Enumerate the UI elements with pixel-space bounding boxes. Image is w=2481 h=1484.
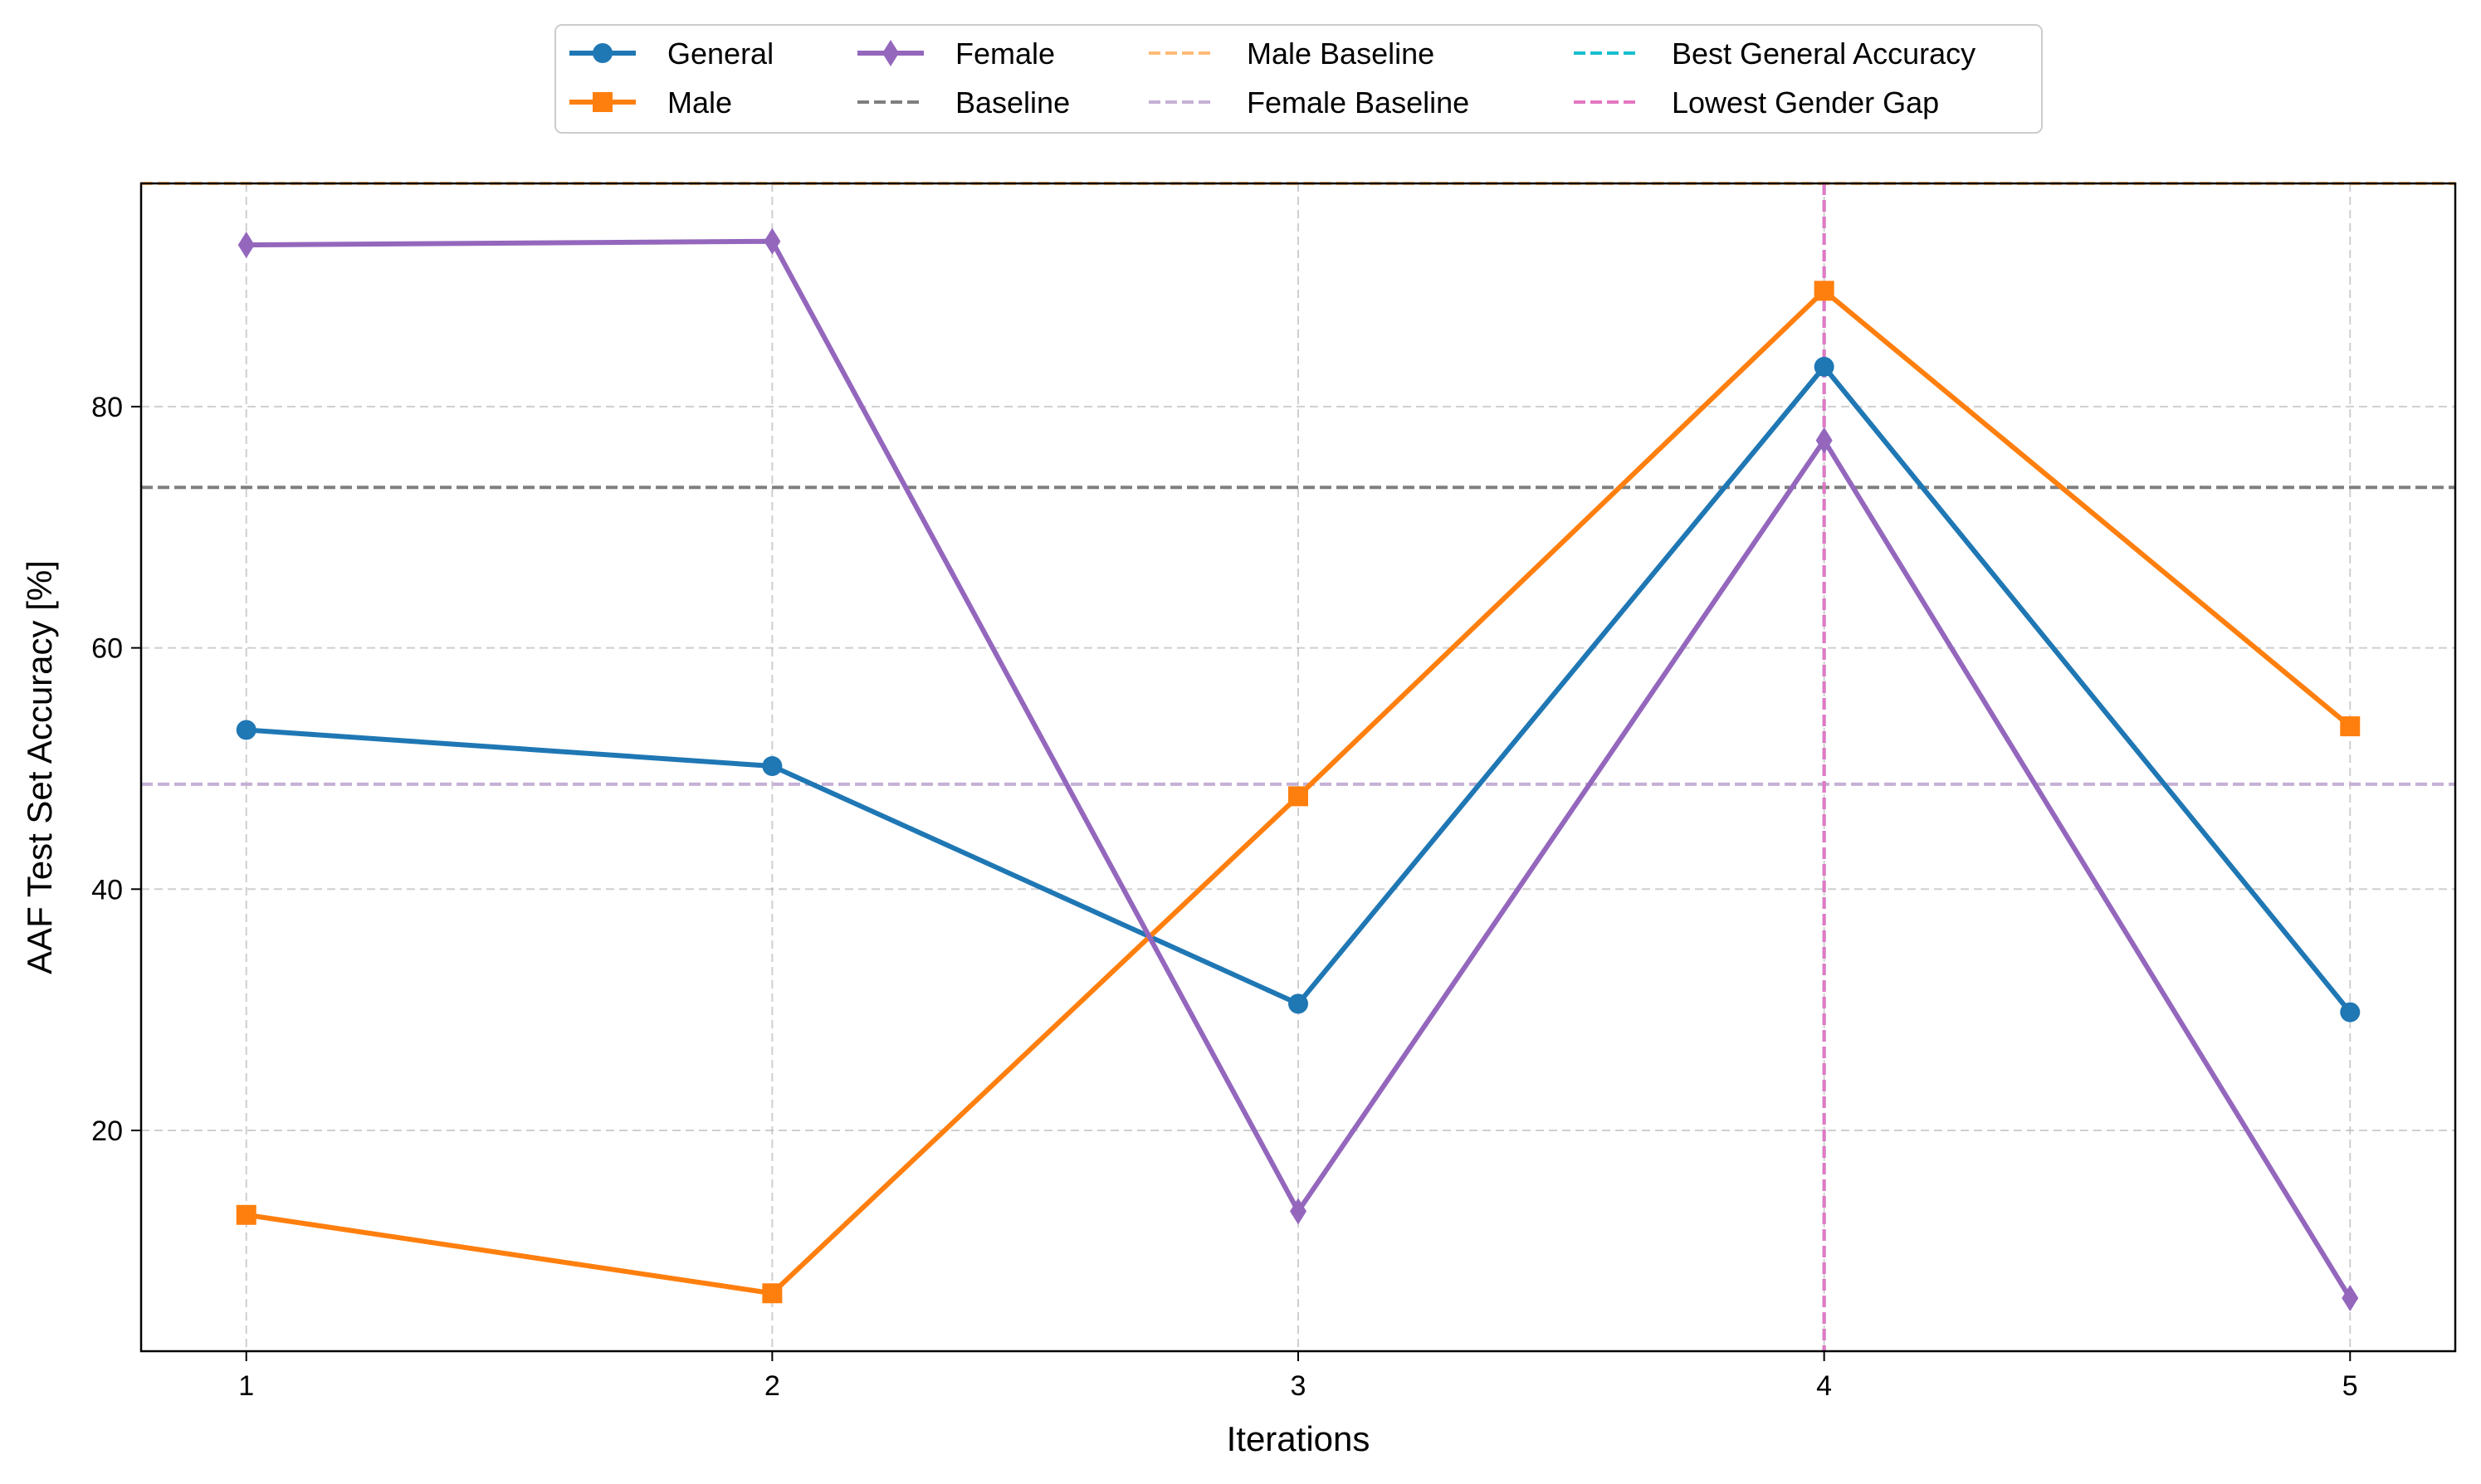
general-point — [236, 720, 256, 740]
female-point — [1815, 427, 1833, 454]
legend-label: Baseline — [955, 85, 1070, 120]
x-tick-label: 2 — [764, 1370, 780, 1402]
female-point — [764, 227, 781, 255]
legend-marker — [593, 92, 613, 112]
general-series — [236, 356, 2361, 1023]
legend-label: Female — [955, 37, 1055, 71]
y-tick-label: 60 — [91, 633, 123, 665]
x-tick-label: 1 — [238, 1370, 254, 1402]
general-point — [1814, 356, 1834, 377]
legend-label: Male Baseline — [1247, 37, 1434, 71]
y-axis-label: AAF Test Set Accuracy [%] — [20, 560, 59, 974]
legend-marker — [882, 40, 899, 66]
legend-label: Lowest Gender Gap — [1672, 85, 1939, 120]
legend-item-female: Female — [857, 37, 1055, 71]
male-series — [236, 281, 2361, 1304]
female-point — [237, 232, 255, 259]
legend-label: General — [667, 37, 774, 71]
legend: General Male Female Baseline Male Baseline Fe… — [554, 24, 2043, 134]
data-series — [236, 227, 2361, 1312]
legend-item-general: General — [569, 37, 774, 71]
legend-item-male-baseline: Male Baseline — [1149, 37, 1434, 71]
x-tick-label: 5 — [2342, 1370, 2358, 1402]
legend-item-best-general-accuracy: Best General Accuracy — [1574, 37, 1976, 71]
x-axis-label: Iterations — [1227, 1419, 1370, 1458]
female-series — [237, 227, 2359, 1312]
y-tick-label: 40 — [91, 874, 123, 906]
axes: 1 2 3 4 5 20 40 60 80 — [91, 392, 2358, 1402]
general-point — [1288, 993, 1308, 1014]
legend-label: Male — [667, 85, 732, 120]
general-point — [2340, 1002, 2361, 1023]
male-point — [2340, 716, 2361, 737]
legend-item-female-baseline: Female Baseline — [1149, 85, 1469, 120]
legend-item-male: Male — [569, 85, 732, 120]
legend-item-baseline: Baseline — [857, 85, 1070, 120]
male-point — [762, 1283, 783, 1304]
male-point — [1814, 281, 1834, 301]
x-tick-label: 4 — [1816, 1370, 1832, 1402]
general-point — [762, 756, 783, 777]
legend-item-lowest-gender-gap: Lowest Gender Gap — [1574, 85, 1939, 120]
x-tick-label: 3 — [1291, 1370, 1306, 1402]
male-point — [1288, 786, 1308, 807]
legend-marker — [593, 43, 613, 63]
male-point — [236, 1204, 256, 1225]
legend-box — [554, 24, 2043, 134]
y-tick-label: 80 — [91, 392, 123, 423]
female-point — [2342, 1285, 2359, 1312]
female-point — [1290, 1198, 1306, 1225]
legend-label: Best General Accuracy — [1672, 37, 1976, 71]
y-tick-label: 20 — [91, 1115, 123, 1147]
legend-label: Female Baseline — [1247, 85, 1469, 120]
